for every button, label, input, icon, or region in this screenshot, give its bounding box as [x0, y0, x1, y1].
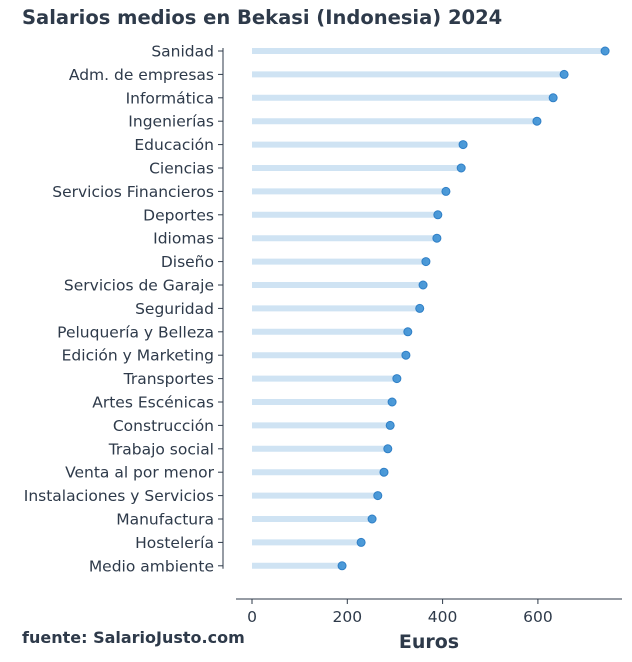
y-tick-label: Deportes	[143, 206, 214, 224]
source-note: fuente: SalarioJusto.com	[22, 628, 245, 647]
x-tick-label: 400	[428, 608, 458, 626]
data-point-9	[421, 257, 431, 267]
y-tick-label: Peluquería y Belleza	[57, 323, 214, 341]
y-tick-label: Medio ambiente	[89, 557, 214, 575]
chart-title: Salarios medios en Bekasi (Indonesia) 20…	[22, 6, 503, 29]
y-tick-label: Artes Escénicas	[92, 394, 214, 412]
data-point-17	[383, 444, 393, 454]
x-tick-label: 0	[247, 608, 257, 626]
data-point-10	[418, 280, 428, 290]
data-point-14	[392, 374, 402, 384]
data-point-2	[548, 93, 558, 103]
y-tick-label: Informática	[126, 89, 214, 107]
y-tick-label: Diseño	[161, 253, 214, 271]
data-point-20	[367, 514, 377, 524]
x-axis-label: Euros	[399, 631, 459, 653]
y-tick-label: Idiomas	[153, 230, 214, 248]
data-point-5	[456, 163, 466, 173]
y-tick-label: Educación	[134, 136, 214, 154]
y-tick-label: Trabajo social	[108, 440, 214, 458]
y-axis: Sanidad Adm. de empresas Informática Ingeni…	[24, 43, 224, 575]
y-tick-label: Servicios de Garaje	[64, 277, 214, 295]
y-tick-label: Hostelería	[135, 534, 214, 552]
data-point-18	[379, 467, 389, 477]
x-tick-label: 200	[333, 608, 363, 626]
data-point-13	[401, 350, 411, 360]
data-point-16	[385, 420, 395, 430]
data-point-7	[433, 210, 443, 220]
y-tick-label: Ciencias	[149, 160, 214, 178]
y-tick-label: Adm. de empresas	[69, 66, 214, 84]
data-point-12	[403, 327, 413, 337]
data-point-8	[432, 233, 442, 243]
y-tick-label: Ingenierías	[128, 113, 214, 131]
dots-layer	[337, 46, 610, 571]
x-tick-label: 600	[523, 608, 553, 626]
y-tick-label: Transportes	[123, 370, 214, 388]
data-point-4	[458, 140, 468, 150]
data-point-22	[337, 561, 347, 571]
data-point-11	[415, 303, 425, 313]
data-point-1	[559, 69, 569, 79]
y-tick-label: Sanidad	[151, 43, 214, 61]
data-point-15	[387, 397, 397, 407]
y-tick-label: Servicios Financieros	[52, 183, 214, 201]
y-tick-label: Edición y Marketing	[62, 347, 214, 365]
y-tick-label: Instalaciones y Servicios	[24, 487, 214, 505]
data-point-21	[356, 537, 366, 547]
data-point-19	[373, 491, 383, 501]
y-tick-label: Construcción	[113, 417, 214, 435]
y-tick-label: Manufactura	[116, 511, 214, 529]
stems-layer	[252, 48, 606, 569]
data-point-3	[532, 116, 542, 126]
y-tick-label: Seguridad	[135, 300, 214, 318]
x-axis: 0 200 400 600	[236, 598, 622, 626]
y-tick-label: Venta al por menor	[65, 464, 215, 482]
data-point-0	[600, 46, 610, 56]
data-point-6	[441, 186, 451, 196]
